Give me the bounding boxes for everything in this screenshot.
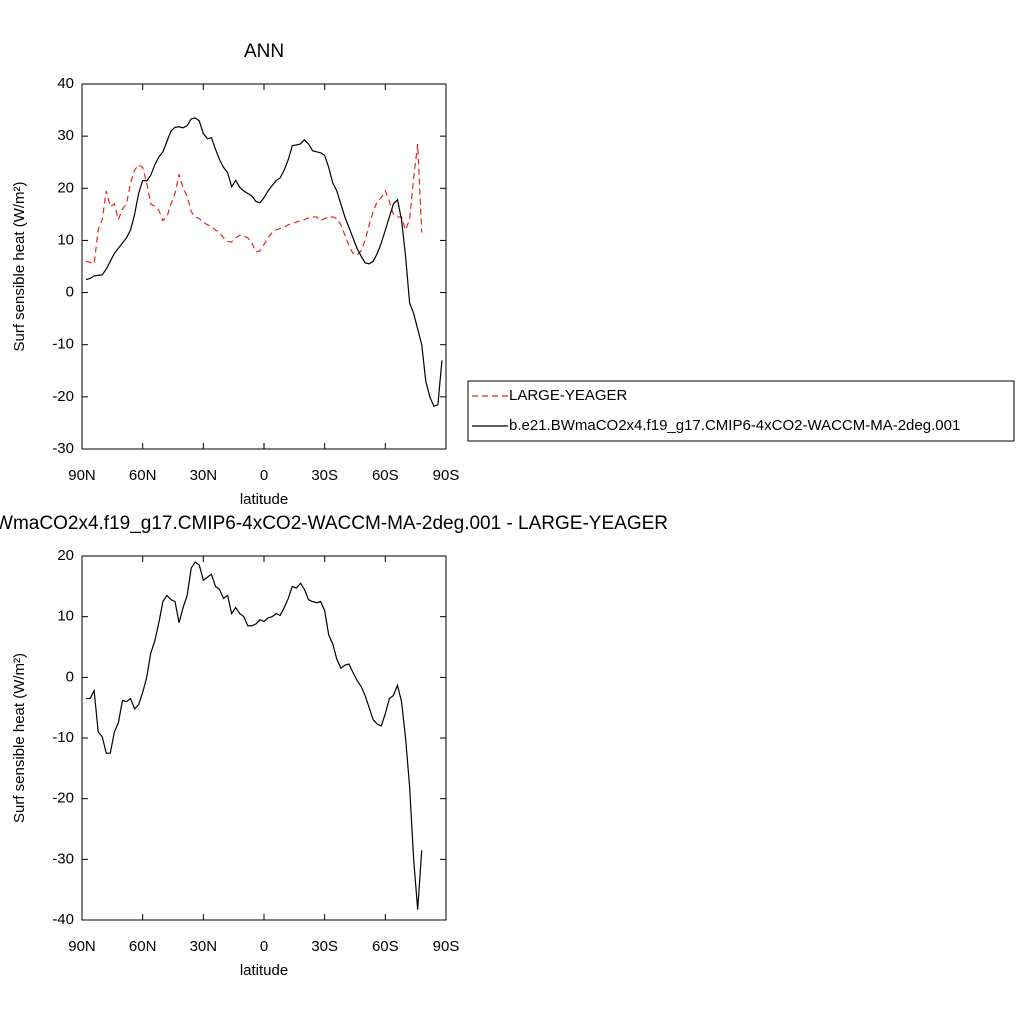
- x-tick-label: 0: [260, 467, 268, 484]
- y-tick-label: 10: [57, 231, 74, 248]
- chart-title: ANN: [244, 41, 284, 62]
- x-tick-label: 0: [260, 938, 268, 955]
- y-tick-label: -10: [52, 336, 74, 353]
- y-tick-label: -20: [52, 790, 74, 807]
- x-tick-label: 60S: [372, 467, 399, 484]
- plot-frame: [81, 555, 447, 921]
- y-tick-label: 20: [57, 547, 74, 564]
- y-axis-label: Surf sensible heat (W/m²): [11, 181, 28, 351]
- y-tick-label: -30: [52, 440, 74, 457]
- x-tick-label: 90N: [68, 467, 96, 484]
- y-tick-label: -20: [52, 388, 74, 405]
- x-tick-label: 60N: [129, 938, 157, 955]
- x-tick-label: 60S: [372, 938, 399, 955]
- y-tick-label: 40: [57, 75, 74, 92]
- y-tick-label: 10: [57, 608, 74, 625]
- x-tick-label: 30S: [311, 467, 338, 484]
- legend-label: b.e21.BWmaCO2x4.f19_g17.CMIP6-4xCO2-WACC…: [509, 417, 960, 434]
- data-line: [85, 117, 443, 408]
- y-tick-label: 0: [66, 668, 74, 685]
- data-line: [86, 561, 423, 910]
- x-axis-label: latitude: [240, 491, 288, 508]
- x-tick-label: 90N: [68, 938, 96, 955]
- x-tick-label: 90S: [433, 938, 460, 955]
- y-tick-label: -40: [52, 911, 74, 928]
- legend-label: LARGE-YEAGER: [509, 387, 628, 404]
- plot-frame: [81, 83, 447, 450]
- x-tick-label: 30S: [311, 938, 338, 955]
- x-axis-label: latitude: [240, 962, 288, 979]
- chart-title: b.e21.BWmaCO2x4.f19_g17.CMIP6-4xCO2-WACC…: [0, 513, 668, 534]
- x-tick-label: 60N: [129, 467, 157, 484]
- y-tick-label: -10: [52, 729, 74, 746]
- y-tick-label: 0: [66, 284, 74, 301]
- x-tick-label: 90S: [433, 467, 460, 484]
- data-line: [85, 143, 423, 265]
- y-axis-label: Surf sensible heat (W/m²): [11, 653, 28, 823]
- y-tick-label: 30: [57, 127, 74, 144]
- x-tick-label: 30N: [190, 467, 218, 484]
- y-tick-label: 20: [57, 179, 74, 196]
- legend-box: [467, 380, 1015, 442]
- x-tick-label: 30N: [190, 938, 218, 955]
- y-tick-label: -30: [52, 850, 74, 867]
